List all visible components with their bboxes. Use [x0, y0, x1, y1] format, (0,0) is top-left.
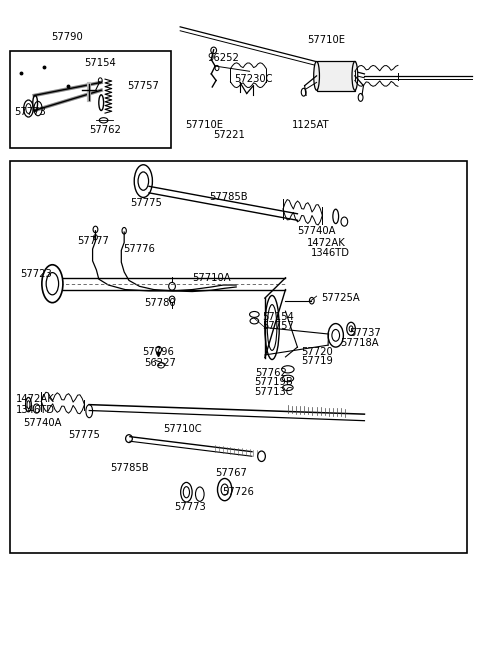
Ellipse shape — [265, 295, 279, 360]
Text: 57796: 57796 — [142, 347, 174, 358]
Ellipse shape — [352, 62, 358, 90]
Text: 57713C: 57713C — [254, 386, 293, 396]
Text: 57785B: 57785B — [209, 192, 248, 202]
Text: 57785B: 57785B — [110, 463, 148, 473]
Text: 57777: 57777 — [77, 236, 109, 246]
Bar — [317, 61, 355, 91]
Ellipse shape — [328, 324, 343, 347]
Text: 57780: 57780 — [144, 297, 176, 308]
Text: 1125AT: 1125AT — [292, 120, 329, 130]
Text: 57720: 57720 — [301, 346, 333, 357]
Ellipse shape — [347, 322, 355, 335]
Text: 57719: 57719 — [301, 356, 333, 366]
Text: 57762: 57762 — [255, 368, 287, 378]
Text: 57725A: 57725A — [322, 293, 360, 303]
Text: 57230C: 57230C — [234, 74, 272, 84]
Text: 57740A: 57740A — [24, 418, 62, 428]
Text: 1346TD: 1346TD — [311, 248, 350, 258]
Text: 56227: 56227 — [144, 358, 176, 368]
Text: 57757: 57757 — [263, 321, 294, 331]
Ellipse shape — [217, 479, 232, 500]
Ellipse shape — [195, 487, 204, 501]
Bar — [10, 51, 170, 148]
Text: 57767: 57767 — [215, 468, 247, 477]
Ellipse shape — [314, 62, 320, 90]
Text: 1346TD: 1346TD — [16, 405, 55, 415]
Text: 57154: 57154 — [84, 58, 116, 67]
Text: 1472AK: 1472AK — [16, 394, 55, 404]
Text: 57710C: 57710C — [163, 424, 202, 434]
Text: 57718A: 57718A — [340, 338, 379, 348]
Text: 57710A: 57710A — [192, 274, 231, 284]
Text: 57154: 57154 — [263, 312, 294, 322]
Text: 57757: 57757 — [128, 81, 159, 90]
Ellipse shape — [42, 265, 63, 303]
Text: 57775: 57775 — [68, 430, 99, 440]
Text: 57775: 57775 — [130, 198, 162, 208]
Text: 57737: 57737 — [349, 328, 381, 338]
Text: 57719B: 57719B — [254, 377, 293, 387]
Text: 57773: 57773 — [174, 502, 206, 512]
Text: 57710E: 57710E — [185, 120, 223, 130]
Text: 57740A: 57740A — [298, 226, 336, 236]
Ellipse shape — [258, 451, 265, 462]
Text: 1472AK: 1472AK — [307, 238, 346, 248]
Ellipse shape — [180, 482, 192, 502]
Text: 57221: 57221 — [214, 130, 246, 140]
Text: 57776: 57776 — [123, 244, 155, 254]
Text: 57726: 57726 — [222, 487, 254, 497]
Text: 57790: 57790 — [51, 31, 83, 42]
Text: 57773: 57773 — [14, 107, 46, 117]
Text: 57762: 57762 — [89, 125, 121, 135]
Bar — [10, 161, 468, 553]
Text: 57723: 57723 — [20, 269, 51, 279]
Text: 96252: 96252 — [207, 53, 240, 64]
Text: 57710E: 57710E — [307, 35, 345, 45]
